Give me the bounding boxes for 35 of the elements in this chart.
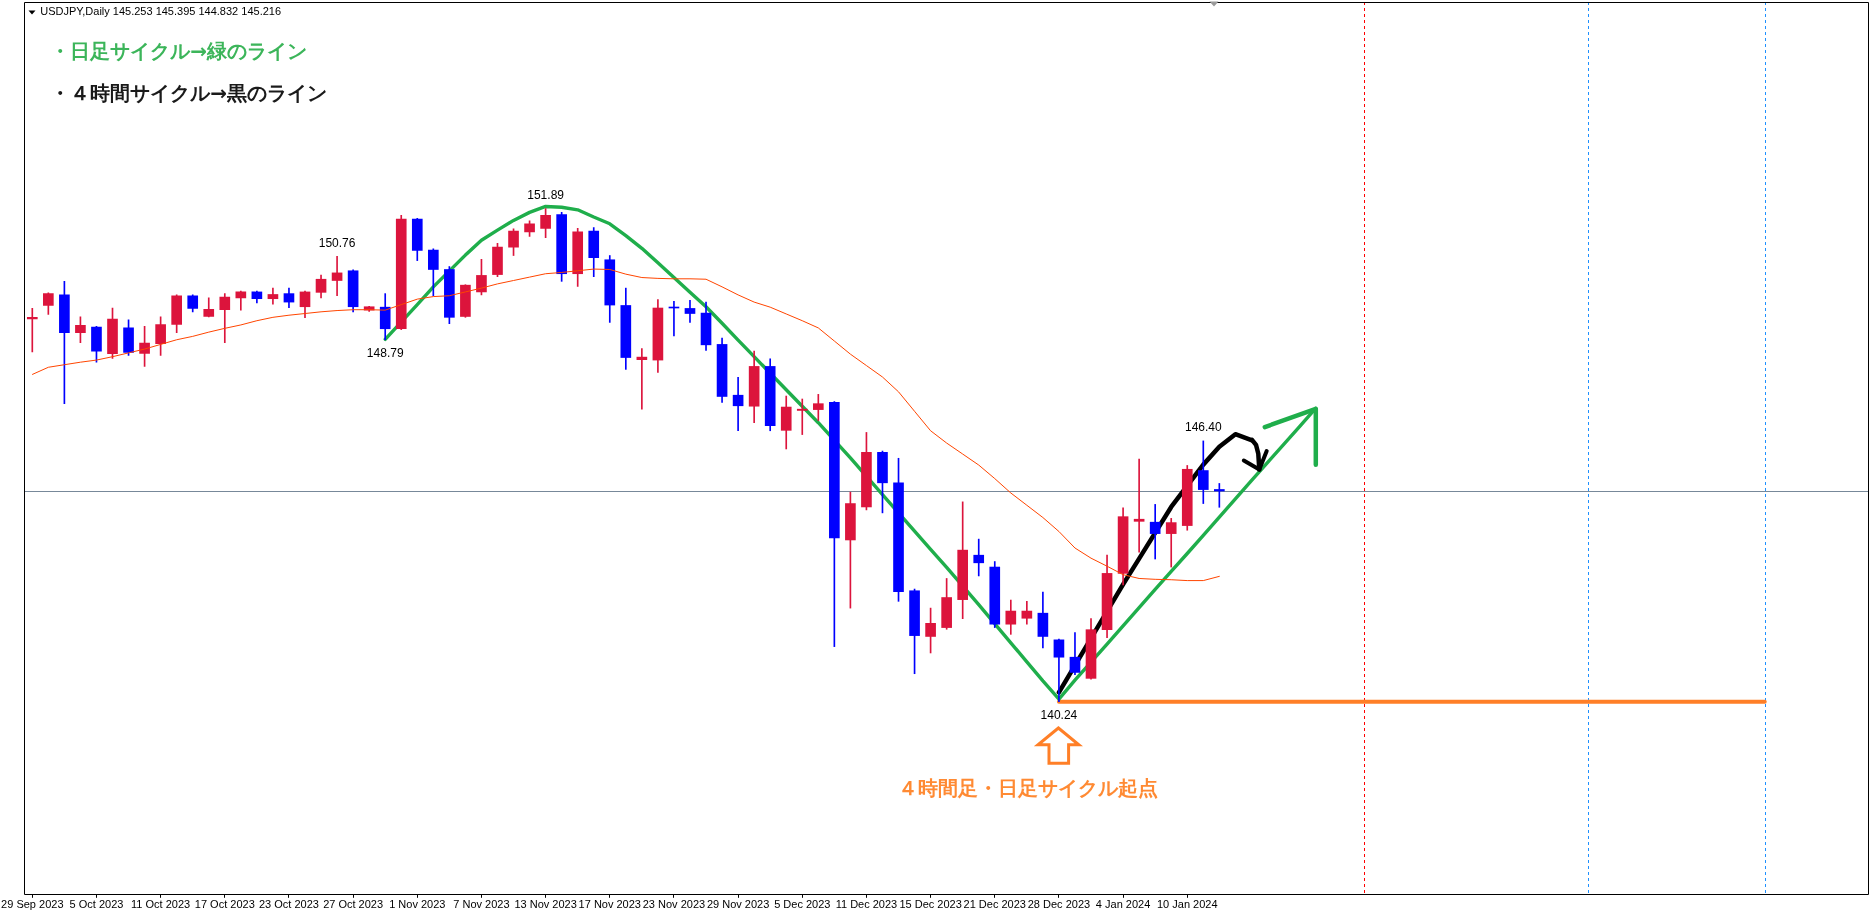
candlestick xyxy=(1149,504,1161,560)
x-tick-label: 1 Nov 2023 xyxy=(389,898,446,911)
annotation: ・４時間サイクル→黒のライン xyxy=(50,81,328,106)
candlestick xyxy=(973,538,985,577)
candlestick xyxy=(1133,458,1145,553)
annotation: 151.89 xyxy=(527,187,565,202)
candlestick xyxy=(1165,518,1177,568)
x-tick-label: 27 Oct 2023 xyxy=(323,898,384,911)
x-tick-label: 17 Nov 2023 xyxy=(578,898,641,911)
x-tick-label: 15 Dec 2023 xyxy=(899,898,962,911)
annotation: ４時間足・日足サイクル起点 xyxy=(897,776,1158,801)
annotation: 140.24 xyxy=(1040,707,1078,722)
chart-title: USDJPY,Daily 145.253 145.395 144.832 145.216 xyxy=(40,5,282,18)
candlestick xyxy=(331,256,343,297)
x-tick-label: 13 Nov 2023 xyxy=(514,898,577,911)
candlestick xyxy=(732,377,744,432)
x-tick-label: 23 Nov 2023 xyxy=(642,898,706,911)
x-tick-label: 28 Dec 2023 xyxy=(1027,898,1091,911)
x-tick-label: 23 Oct 2023 xyxy=(258,898,319,911)
x-tick-label: 17 Oct 2023 xyxy=(194,898,255,911)
x-tick-label: 5 Dec 2023 xyxy=(774,898,831,911)
x-tick-label: 29 Nov 2023 xyxy=(706,898,770,911)
annotation: 146.40 xyxy=(1184,420,1222,435)
x-tick-label: 29 Sep 2023 xyxy=(1,898,64,911)
x-tick-label: 7 Nov 2023 xyxy=(453,898,510,911)
x-tick-label: 5 Oct 2023 xyxy=(69,898,124,911)
annotation: 150.76 xyxy=(318,235,356,250)
annotation: ・日足サイクル→緑のライン xyxy=(50,39,308,64)
candlestick xyxy=(796,398,808,435)
x-tick-label: 21 Dec 2023 xyxy=(963,898,1026,911)
annotation: 148.79 xyxy=(366,346,404,361)
x-tick-label: 4 Jan 2024 xyxy=(1095,898,1151,911)
x-tick-label: 11 Dec 2023 xyxy=(835,898,898,911)
x-tick-label: 11 Oct 2023 xyxy=(131,898,191,911)
x-tick-label: 10 Jan 2024 xyxy=(1156,898,1218,911)
